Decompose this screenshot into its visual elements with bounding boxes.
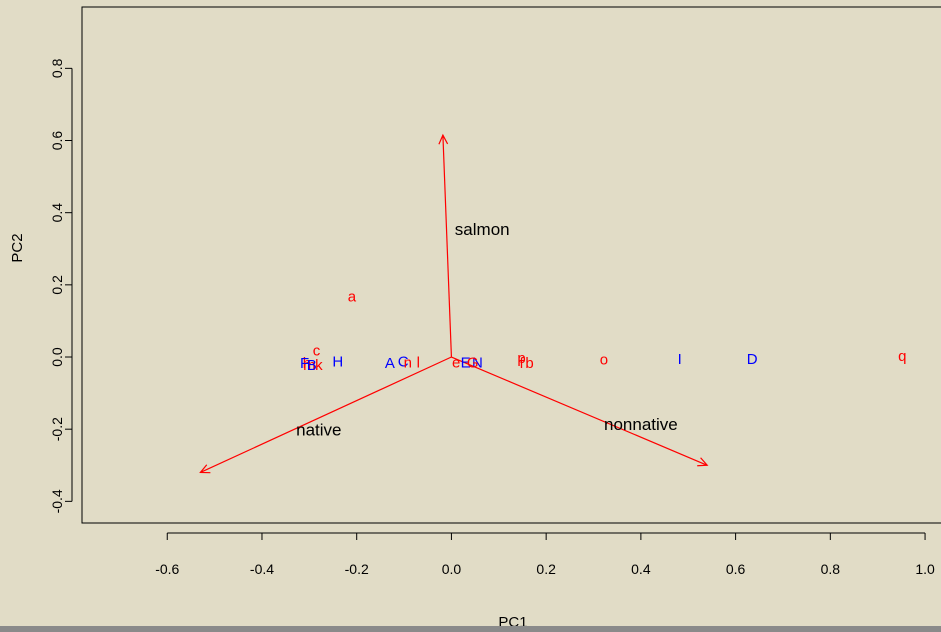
point-k: k — [315, 357, 323, 374]
point-I: I — [678, 351, 682, 368]
point-A: A — [385, 355, 395, 372]
arrow-label-nonnative: nonnative — [604, 415, 678, 434]
arrow-head-nonnative — [697, 457, 709, 467]
arrow-head-native — [199, 464, 211, 474]
arrow-native — [200, 356, 452, 474]
point-F: F — [300, 355, 309, 372]
point-n: n — [404, 354, 412, 371]
y-tick-label: 0.8 — [49, 58, 65, 78]
point-q: q — [898, 348, 906, 365]
y-tick-label: -0.2 — [49, 417, 65, 441]
x-tick-label: 0.0 — [442, 561, 462, 577]
point-o: o — [600, 352, 608, 369]
arrow-salmon — [442, 135, 453, 358]
plot-frame — [81, 6, 941, 524]
x-tick-label: -0.2 — [345, 561, 369, 577]
point-C: C — [398, 353, 409, 370]
y-tick-label: 0.2 — [49, 275, 65, 295]
point-f: f — [519, 355, 524, 372]
arrow-head-salmon — [438, 133, 449, 145]
x-tick-label: 1.0 — [915, 561, 935, 577]
point-B: B — [307, 357, 317, 374]
bottom-strip — [0, 626, 941, 632]
point-G: G — [467, 354, 479, 371]
y-tick-label: 0.4 — [49, 203, 65, 223]
point-e: e — [452, 354, 460, 371]
loading-arrows: salmon native nonnative — [199, 133, 709, 474]
point-l: l — [417, 354, 420, 371]
x-tick-label: 0.2 — [536, 561, 556, 577]
x-tick-label: 0.6 — [726, 561, 746, 577]
x-tick-label: 0.4 — [631, 561, 651, 577]
point-p: p — [517, 350, 525, 367]
point-D: D — [747, 351, 758, 368]
x-tick-label: -0.6 — [155, 561, 179, 577]
point-c: c — [313, 343, 321, 360]
arrow-label-salmon: salmon — [455, 220, 510, 239]
point-N: N — [472, 354, 483, 371]
point-h: h — [303, 355, 311, 372]
point-m: m — [303, 357, 316, 374]
point-E: E — [461, 354, 471, 371]
point-a: a — [348, 288, 357, 305]
arrow-label-native: native — [296, 420, 341, 439]
x-tick-label: -0.4 — [250, 561, 274, 577]
y-axis: -0.4 -0.2 0.0 0.2 0.4 0.6 0.8 — [49, 58, 73, 513]
y-tick-label: 0.0 — [49, 347, 65, 367]
arrow-nonnative — [451, 356, 708, 466]
point-H: H — [332, 353, 343, 370]
y-axis-title: PC2 — [9, 233, 26, 262]
point-b: b — [525, 355, 533, 372]
y-tick-label: -0.4 — [49, 489, 65, 513]
x-tick-label: 0.8 — [821, 561, 841, 577]
x-axis: -0.6 -0.4 -0.2 0.0 0.2 0.4 0.6 0.8 1.0 — [155, 532, 935, 577]
y-tick-label: 0.6 — [49, 131, 65, 151]
